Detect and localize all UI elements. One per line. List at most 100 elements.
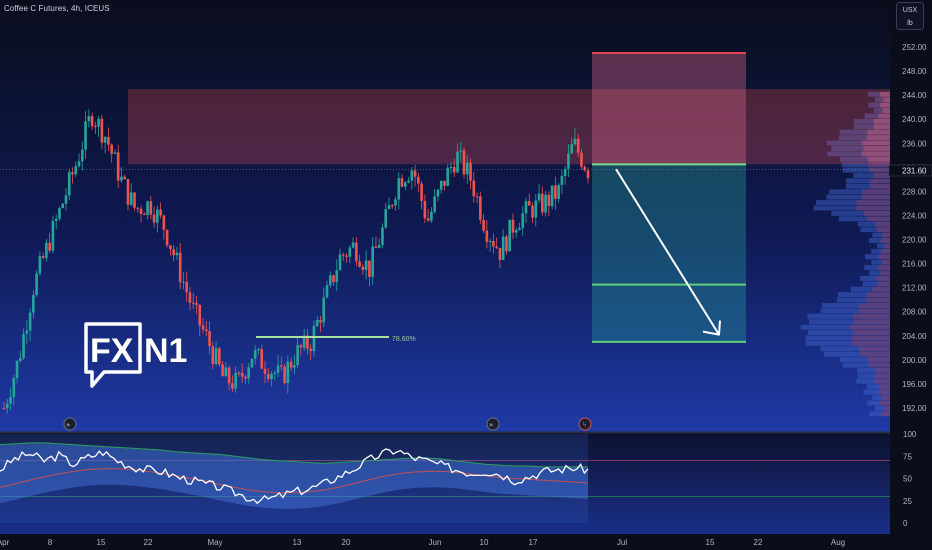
candle-body bbox=[191, 302, 195, 304]
profile-bar bbox=[850, 286, 890, 292]
candle-body bbox=[276, 365, 280, 373]
candle-body bbox=[475, 196, 479, 198]
price-tick-13: 200.00 bbox=[902, 356, 927, 365]
profile-bar bbox=[875, 405, 890, 411]
profile-bar-sell bbox=[880, 102, 890, 108]
oscillator-axis[interactable]: 100 75 50 25 0 bbox=[903, 430, 917, 528]
candle-body bbox=[446, 167, 450, 186]
profile-bar bbox=[853, 173, 890, 178]
time-tick-12: 22 bbox=[754, 538, 763, 547]
profile-bar-sell bbox=[876, 227, 890, 233]
profile-bar-sell bbox=[861, 194, 890, 200]
candle-body bbox=[469, 162, 472, 181]
candle-body bbox=[280, 365, 283, 367]
candle-body bbox=[133, 192, 136, 208]
profile-bar-sell bbox=[861, 151, 890, 157]
profile-bar-sell bbox=[878, 113, 890, 119]
candle-body bbox=[521, 213, 525, 229]
candle-body bbox=[325, 285, 329, 298]
profile-bar bbox=[827, 151, 890, 157]
price-tick-12: 204.00 bbox=[902, 332, 927, 341]
profile-bar bbox=[839, 129, 890, 135]
candle-body bbox=[208, 331, 211, 347]
candle-body bbox=[459, 150, 463, 152]
candle-body bbox=[270, 373, 273, 379]
profile-bar-sell bbox=[883, 97, 890, 103]
profile-bar-sell bbox=[874, 378, 890, 384]
profile-bar-sell bbox=[880, 91, 890, 97]
profile-bar-sell bbox=[868, 167, 890, 173]
candle-body bbox=[482, 219, 485, 231]
candle-body bbox=[198, 304, 202, 326]
candle-body bbox=[563, 168, 567, 177]
candle-body bbox=[172, 249, 175, 256]
profile-bar bbox=[863, 389, 890, 395]
candle-body bbox=[439, 180, 443, 190]
replay-icon-2[interactable]: » bbox=[486, 417, 500, 431]
profile-bar bbox=[867, 400, 890, 406]
candle-body bbox=[9, 397, 12, 404]
candle-body bbox=[420, 183, 423, 201]
profile-bar bbox=[838, 216, 890, 222]
candle-body bbox=[129, 192, 133, 205]
time-axis-bg bbox=[0, 534, 932, 550]
profile-bar bbox=[820, 346, 890, 352]
profile-bar bbox=[838, 135, 890, 141]
candle-body bbox=[586, 170, 590, 179]
candle-body bbox=[201, 325, 205, 330]
candle-body bbox=[126, 179, 130, 205]
candle-body bbox=[554, 185, 557, 199]
candle-body bbox=[159, 209, 162, 216]
time-axis[interactable]: Apr 8 15 22 May 13 20 Jun 10 17 Jul 15 22 Aug bbox=[0, 538, 845, 547]
profile-bar bbox=[860, 275, 890, 281]
candle-body bbox=[48, 242, 51, 251]
candles bbox=[2, 109, 590, 414]
profile-bar bbox=[805, 340, 890, 346]
candle-body bbox=[61, 203, 65, 209]
candle-body bbox=[403, 182, 407, 187]
candle-body bbox=[479, 196, 482, 220]
candle-body bbox=[273, 372, 277, 374]
candle-body bbox=[221, 364, 224, 377]
currency-unit-selector[interactable]: USX lb bbox=[896, 2, 924, 30]
candle-body bbox=[381, 227, 384, 246]
profile-bar bbox=[837, 292, 890, 298]
candle-body bbox=[335, 270, 339, 283]
candle-body bbox=[19, 358, 22, 361]
candle-body bbox=[485, 230, 489, 242]
profile-bar-sell bbox=[878, 265, 890, 271]
candle-body bbox=[537, 193, 541, 201]
stop-loss-zone bbox=[592, 53, 746, 165]
price-tick-15: 192.00 bbox=[902, 404, 927, 413]
svg-text:ϟ: ϟ bbox=[582, 421, 587, 429]
candle-body bbox=[5, 403, 9, 409]
flash-icon[interactable]: ϟ bbox=[578, 417, 592, 431]
candle-body bbox=[413, 170, 417, 177]
replay-icon-1[interactable]: » bbox=[63, 417, 77, 431]
profile-bar bbox=[874, 97, 890, 103]
candle-body bbox=[100, 118, 104, 143]
candle-body bbox=[410, 170, 414, 181]
profile-bar bbox=[869, 411, 890, 417]
candle-body bbox=[67, 172, 71, 196]
profile-bar-sell bbox=[860, 351, 890, 357]
candle-body bbox=[45, 242, 48, 258]
candle-body bbox=[289, 361, 293, 368]
candle-body bbox=[374, 246, 378, 248]
candle-body bbox=[524, 201, 528, 214]
candle-body bbox=[508, 219, 511, 252]
candle-body bbox=[260, 348, 264, 369]
time-tick-5: 13 bbox=[293, 538, 302, 547]
fxn1-logo: FX N1 bbox=[84, 322, 187, 388]
profile-bar-sell bbox=[880, 238, 890, 243]
candle-body bbox=[224, 367, 228, 377]
profile-bar-sell bbox=[866, 135, 890, 141]
candle-body bbox=[407, 180, 410, 183]
svg-text:»: » bbox=[66, 421, 70, 429]
price-axis[interactable]: 252.00248.00244.00240.00236.00232.00228.… bbox=[902, 43, 927, 413]
candle-body bbox=[146, 201, 149, 215]
time-tick-11: 15 bbox=[706, 538, 715, 547]
time-tick-13: Aug bbox=[831, 538, 845, 547]
candle-body bbox=[570, 144, 573, 154]
candle-body bbox=[312, 326, 316, 352]
